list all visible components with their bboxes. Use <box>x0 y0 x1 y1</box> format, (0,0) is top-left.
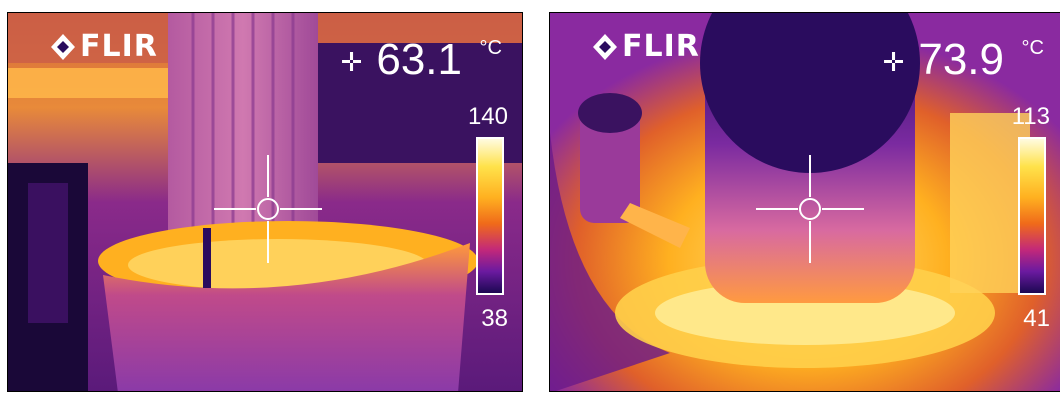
spot-marker-icon: ✛ <box>340 47 363 77</box>
crosshair-icon <box>756 155 864 263</box>
thermal-image-right: FLIR ✛ 73.9 °C 113 41 <box>549 12 1060 392</box>
scale-max: 140 <box>467 103 508 130</box>
flir-logo: FLIR <box>50 29 158 64</box>
flir-logo: FLIR <box>592 29 700 64</box>
flir-logo-icon <box>593 33 617 60</box>
color-scale-bar <box>476 137 504 295</box>
spot-temperature: ✛ 73.9 °C <box>882 35 1044 85</box>
spot-temperature-value: 63.1 <box>376 35 462 84</box>
scale-max: 113 <box>1011 103 1050 130</box>
brand-text: FLIR <box>80 29 158 64</box>
color-scale-bar <box>1018 137 1046 295</box>
spot-marker-icon: ✛ <box>882 47 905 77</box>
thermal-scene-left <box>8 13 522 391</box>
scale-min: 41 <box>1023 305 1050 332</box>
brand-text: FLIR <box>622 29 700 64</box>
crosshair-icon <box>214 155 322 263</box>
temperature-unit: °C <box>479 37 502 59</box>
spot-temperature: ✛ 63.1 °C <box>340 35 502 85</box>
thermal-scene-right <box>550 13 1060 391</box>
temperature-unit: °C <box>1021 37 1044 59</box>
flir-logo-icon <box>51 33 75 60</box>
thermal-image-left: FLIR ✛ 63.1 °C 140 38 <box>7 12 523 392</box>
scale-min: 38 <box>481 305 508 332</box>
spot-temperature-value: 73.9 <box>918 35 1004 84</box>
